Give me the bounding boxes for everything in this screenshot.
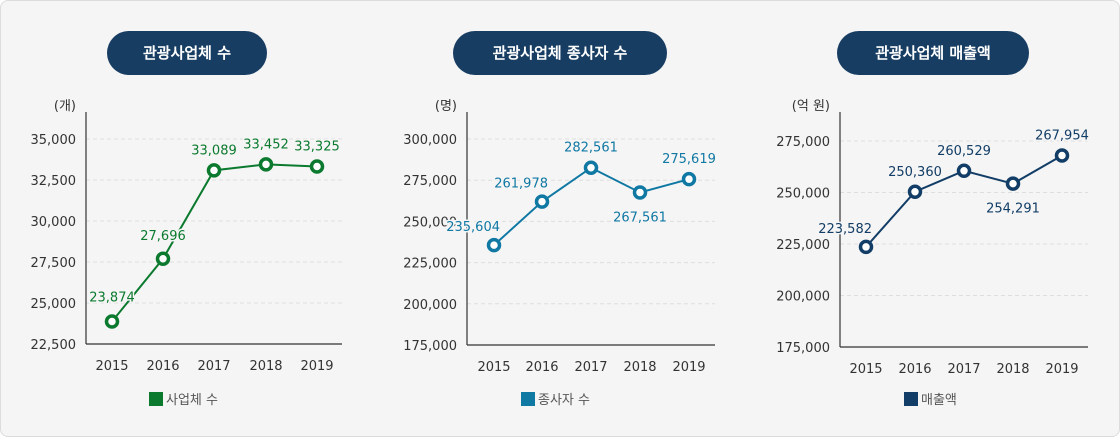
legend-label: 매출액 (921, 393, 957, 408)
data-point (583, 160, 599, 175)
data-point (1054, 148, 1070, 163)
chart-title-businesses: 관광사업체 수 (107, 31, 267, 75)
data-label: 223,582 (818, 222, 872, 237)
data-point (858, 239, 874, 255)
y-tick-label: 35,000 (31, 133, 77, 148)
y-tick-label: 250,000 (403, 215, 457, 230)
x-tick-label: 2018 (996, 362, 1029, 377)
x-tick-label: 2017 (197, 359, 230, 374)
data-label: 282,561 (564, 141, 618, 156)
data-point (681, 171, 697, 187)
data-label: 254,291 (986, 202, 1040, 217)
y-tick-label: 22,500 (31, 338, 77, 353)
y-tick-label: 225,000 (403, 257, 457, 272)
data-label: 267,954 (1035, 129, 1089, 144)
x-tick-label: 2017 (574, 360, 607, 375)
chart-title-revenue: 관광사업체 매출액 (837, 31, 1029, 75)
data-point (534, 194, 550, 209)
data-label: 27,696 (140, 229, 186, 244)
chart-title-employees: 관광사업체 종사자 수 (453, 31, 667, 75)
x-tick-label: 2018 (249, 359, 282, 374)
y-axis-unit: (개) (54, 99, 76, 114)
x-tick-label: 2019 (1045, 362, 1078, 377)
y-tick-label: 275,000 (403, 174, 457, 189)
legend-businesses: 사업체 수 (149, 389, 218, 408)
data-point (104, 314, 120, 329)
data-point (632, 185, 648, 200)
x-tick-label: 2016 (146, 359, 179, 374)
legend-swatch (149, 391, 163, 406)
y-tick-label: 30,000 (31, 215, 77, 230)
y-tick-label: 25,000 (31, 297, 77, 312)
data-label: 33,325 (294, 139, 340, 154)
y-tick-label: 225,000 (776, 238, 830, 253)
x-tick-label: 2015 (477, 360, 510, 375)
data-point (258, 157, 274, 172)
legend-swatch (521, 391, 535, 406)
data-label: 261,978 (494, 177, 548, 192)
x-tick-label: 2015 (849, 362, 882, 377)
x-tick-label: 2015 (95, 359, 128, 374)
data-label: 275,619 (662, 152, 716, 167)
data-point (907, 184, 923, 200)
data-point (206, 163, 222, 178)
y-axis-unit: (억 원) (792, 99, 830, 114)
data-point (309, 159, 325, 174)
y-tick-label: 200,000 (776, 290, 830, 305)
legend-label: 사업체 수 (166, 393, 218, 408)
y-tick-label: 250,000 (776, 187, 830, 202)
y-tick-label: 27,500 (31, 256, 77, 271)
y-tick-label: 275,000 (776, 135, 830, 150)
legend-revenue: 매출액 (904, 389, 957, 408)
data-label: 250,360 (888, 165, 942, 180)
data-label: 260,529 (937, 144, 991, 159)
data-point (486, 237, 502, 253)
x-tick-label: 2016 (525, 360, 558, 375)
x-tick-label: 2018 (623, 360, 656, 375)
data-point (956, 163, 972, 179)
y-tick-label: 200,000 (403, 298, 457, 313)
data-label: 267,561 (613, 210, 667, 225)
data-label: 33,089 (191, 143, 237, 158)
data-point (155, 251, 171, 267)
legend-label: 종사자 수 (538, 393, 590, 408)
x-tick-label: 2017 (947, 362, 980, 377)
y-tick-label: 300,000 (403, 133, 457, 148)
y-tick-label: 32,500 (31, 174, 77, 189)
x-tick-label: 2016 (898, 362, 931, 377)
y-axis-unit: (명) (435, 99, 457, 114)
legend-employees: 종사자 수 (521, 389, 590, 408)
legend-swatch (904, 391, 918, 406)
data-label: 23,874 (89, 290, 135, 305)
data-label: 235,604 (446, 220, 500, 235)
x-tick-label: 2019 (672, 360, 705, 375)
x-tick-label: 2019 (300, 359, 333, 374)
y-tick-label: 175,000 (776, 341, 830, 356)
data-point (1005, 176, 1021, 191)
y-tick-label: 175,000 (403, 339, 457, 354)
data-label: 33,452 (243, 137, 289, 152)
